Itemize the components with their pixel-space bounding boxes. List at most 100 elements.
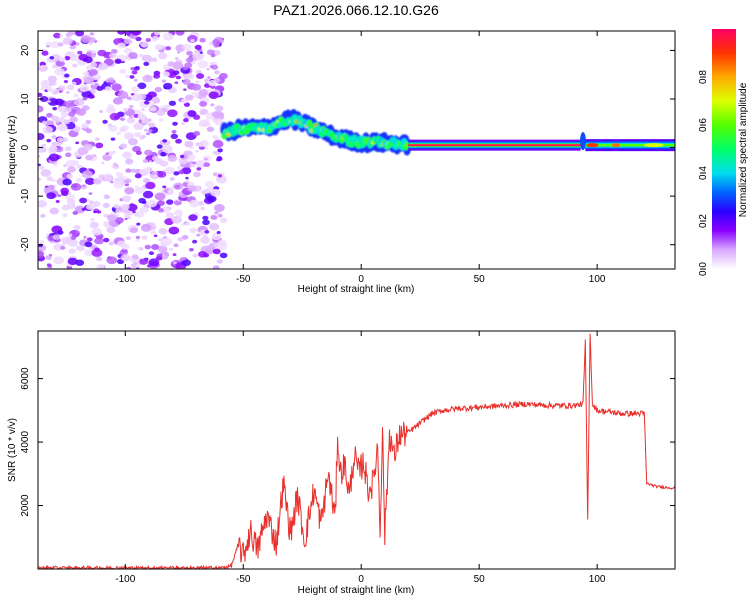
snr-panel: -100 -50 0 50 100 2000 4000 6000 Height of stra… [7,330,676,596]
noise-blob [65,100,76,108]
noise-blob [86,203,95,211]
x-tick-label: 100 [589,574,606,585]
noise-blob [91,248,103,257]
noise-blob [85,119,92,125]
noise-blob [168,226,180,235]
noise-blob [89,68,99,76]
noise-blob [81,207,86,211]
noise-blob [177,237,184,242]
x-tick-label: 100 [589,274,606,285]
noise-blob [144,167,151,172]
noise-blob [172,253,177,256]
noise-blob [212,140,224,148]
tail-band [585,143,675,147]
noise-blob [139,206,149,214]
noise-blob [67,233,73,237]
noise-blob [186,50,193,56]
noise-blob [189,199,200,208]
noise-blob [90,217,95,222]
noise-blob [38,64,48,72]
noise-blob [116,131,122,136]
noise-blob [64,146,72,152]
noise-blob [206,67,210,71]
noise-blob [142,159,149,164]
noise-blob [210,53,216,58]
noise-blob [41,50,49,56]
noise-blob [54,68,65,76]
noise-blob [83,143,93,151]
noise-blob [46,192,56,200]
noise-blob [158,118,164,122]
noise-blob [124,217,128,221]
noise-blob [181,223,185,226]
noise-blob [50,41,60,49]
noise-blob [110,137,116,141]
noise-blob [131,70,138,75]
noise-blob [203,162,211,168]
noise-blob [111,83,122,92]
noise-blob [67,166,76,173]
noise-blob [150,230,157,235]
noise-blob [117,42,126,49]
noise-blob [40,169,52,177]
noise-blob [216,231,221,235]
noise-blob [154,86,163,93]
noise-blob [173,261,177,265]
noise-blob [84,241,93,248]
noise-blob [131,86,140,93]
noise-blob [135,238,140,242]
noise-blob [106,256,118,265]
noise-blob [212,39,221,46]
noise-blob [131,254,139,260]
noise-blob [137,82,147,90]
noise-blob [210,188,221,197]
noise-blob [66,174,73,179]
noise-blob [204,180,214,188]
noise-blob [148,122,156,128]
noise-blob [168,100,177,106]
noise-blob [204,78,209,82]
noise-blob [174,209,183,216]
noise-blob [209,62,215,66]
noise-blob [206,126,215,132]
noise-blob [38,133,45,141]
colorbar-label: Normalized spectral amplitude [738,82,749,217]
noise-blob [212,265,220,269]
noise-blob [64,73,70,78]
x-axis-label: Height of straight line (km) [298,284,415,295]
plot-frame [37,30,676,270]
noise-blob [75,31,85,37]
noise-blob [38,163,42,167]
colorbar-tick-label: 0.0 [698,262,709,276]
noise-blob [103,194,110,200]
noise-blob [213,43,220,48]
noise-blob [42,126,54,134]
noise-blob [199,100,208,107]
noise-blob [110,49,118,54]
noise-blob [126,96,132,100]
noise-blob [92,73,102,81]
noise-blob [119,68,127,74]
noise-blob [187,154,196,161]
noise-blob [51,225,63,234]
noise-blob [133,113,140,118]
noise-blob [43,187,53,194]
noise-blob [200,190,204,194]
noise-blob [213,111,225,120]
noise-blob [146,264,151,268]
noise-blob [63,164,67,167]
noise-blob [83,76,95,84]
noise-blob [184,94,194,101]
noise-blob [199,37,206,43]
noise-blob [174,81,179,85]
noise-blob [68,31,77,36]
noise-blob [95,142,104,149]
noise-blob [204,157,208,161]
noise-blob [71,160,80,166]
noise-blob [91,82,96,86]
noise-blob [75,230,80,234]
noise-blob [147,91,157,99]
noise-blob [206,49,215,56]
noise-blob [164,166,175,174]
